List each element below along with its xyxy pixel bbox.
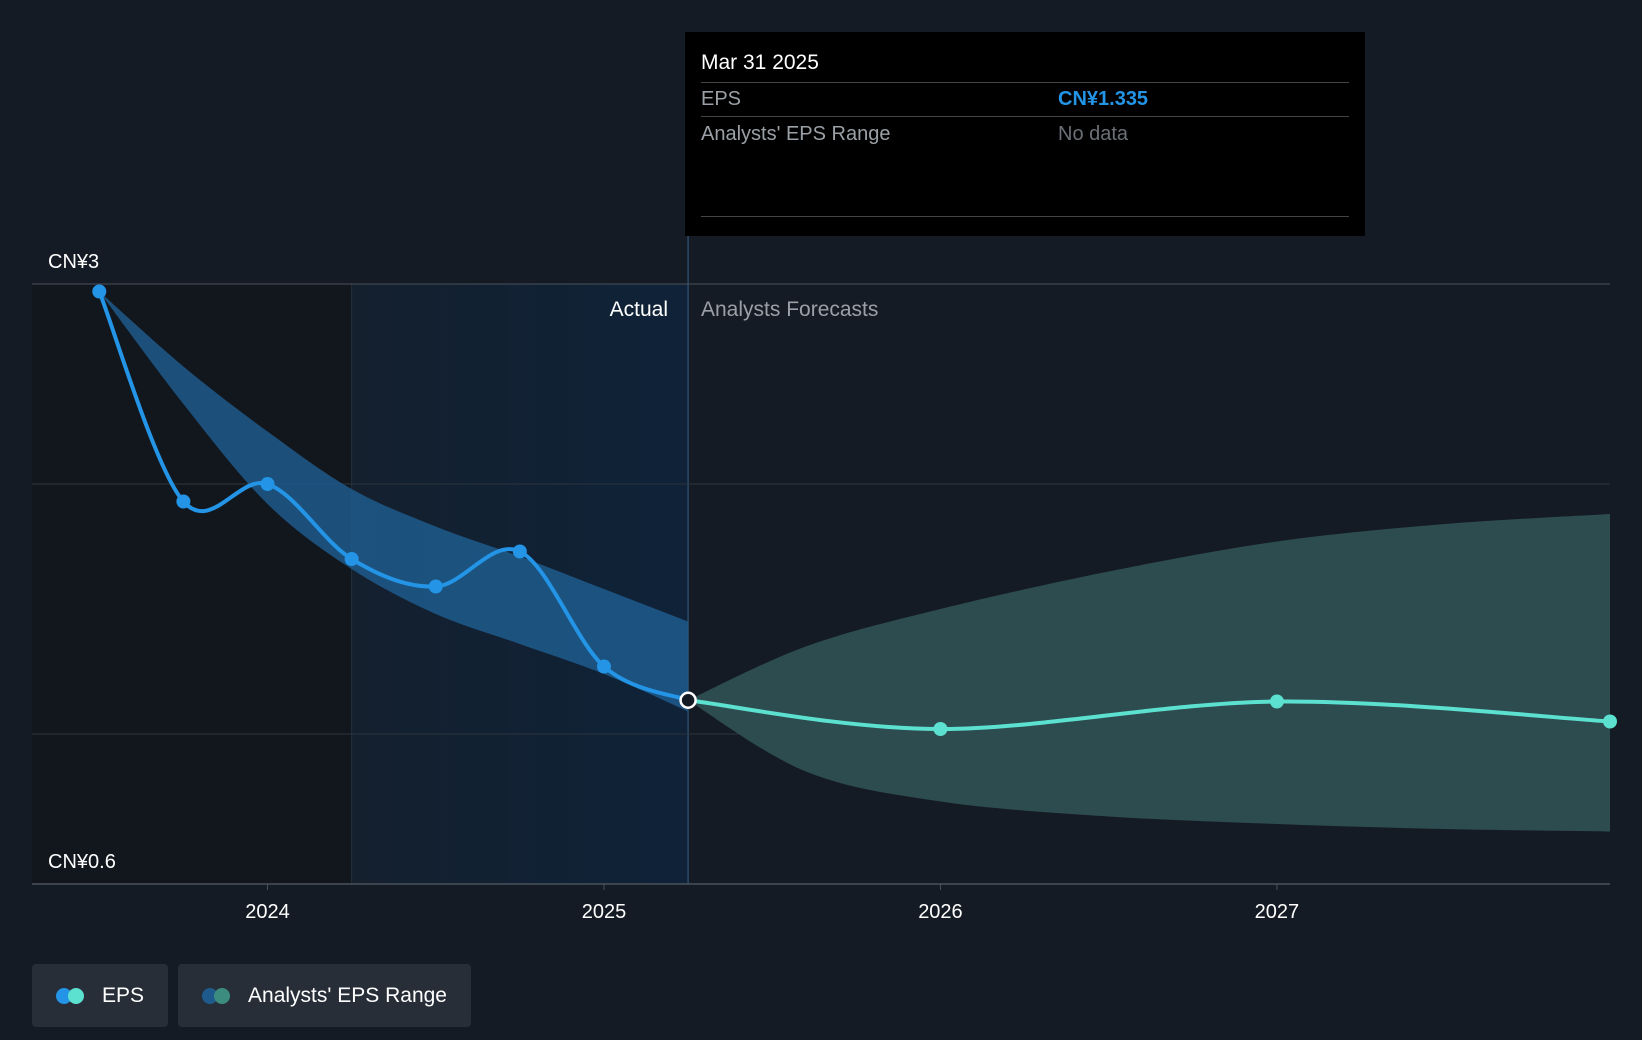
actual-eps-point [260,477,275,491]
actual-eps-point [512,544,527,559]
tooltip-row-range: Analysts' EPS Range No data [701,117,1349,217]
actual-eps-point [428,579,443,594]
legend-range-label: Analysts' EPS Range [248,983,447,1007]
legend-item-eps[interactable]: EPS [32,964,169,1027]
actual-eps-point [344,552,359,566]
forecast-eps-line [686,698,1612,732]
legend-eps-label: EPS [102,983,145,1007]
eps-legend-icon [56,987,88,1004]
forecast-eps-range-band [688,514,1610,832]
legend-item-range[interactable]: Analysts' EPS Range [178,964,471,1027]
tooltip-date: Mar 31 2025 [701,48,1349,83]
eps-lines [97,289,1612,732]
tooltip-range-label: Analysts' EPS Range [701,123,891,145]
forecast-eps-point [1269,694,1284,709]
actual-eps-range-band [99,291,689,712]
tooltip-eps-label: EPS [701,88,742,110]
actual-eps-point [92,284,107,299]
axis-labels: CN¥3 CN¥0.6 Actual Analysts Forecasts 20… [48,251,1299,923]
x-tick-label: 2025 [582,901,627,923]
selected-point [679,691,697,709]
legend: EPS Analysts' EPS Range [32,964,471,1027]
forecast-eps-point [1603,714,1617,729]
actual-eps-line [97,289,691,703]
x-tick-label: 2024 [245,901,290,923]
range-legend-icon [202,987,234,1004]
forecast-region-label: Analysts Forecasts [701,298,878,321]
tooltip-range-value: No data [1058,123,1129,145]
actual-region-label: Actual [610,298,668,321]
tooltip-row-eps: EPS CN¥1.335 [701,83,1349,117]
tooltip-eps-value: CN¥1.335 [1058,88,1149,110]
eps-points [92,284,1617,736]
actual-eps-point [596,659,611,674]
y-label-bottom: CN¥0.6 [48,851,116,873]
forecast-eps-point [933,722,948,736]
range-bands [99,291,1610,832]
y-label-top: CN¥3 [48,251,99,273]
x-tick-label: 2027 [1255,901,1300,923]
x-tick-label: 2026 [918,901,963,923]
actual-eps-point [176,494,191,509]
tooltip: Mar 31 2025 EPS CN¥1.335 Analysts' EPS R… [685,32,1365,236]
